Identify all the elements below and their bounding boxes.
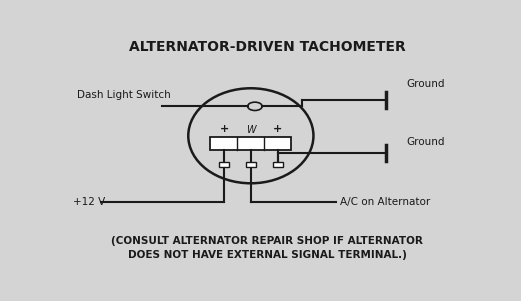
Text: +: + [273, 124, 282, 134]
Text: Dash Light Switch: Dash Light Switch [77, 90, 171, 100]
Text: A/C on Alternator: A/C on Alternator [340, 197, 430, 207]
Text: Ground: Ground [406, 79, 445, 88]
Text: ALTERNATOR-DRIVEN TACHOMETER: ALTERNATOR-DRIVEN TACHOMETER [129, 39, 405, 54]
Text: (CONSULT ALTERNATOR REPAIR SHOP IF ALTERNATOR: (CONSULT ALTERNATOR REPAIR SHOP IF ALTER… [111, 236, 423, 246]
Text: +12 V: +12 V [73, 197, 105, 207]
Bar [210, 137, 291, 150]
Text: W: W [246, 125, 256, 135]
Text: +: + [219, 124, 229, 134]
Bar [219, 162, 229, 167]
Text: Ground: Ground [406, 137, 445, 147]
Text: DOES NOT HAVE EXTERNAL SIGNAL TERMINAL.): DOES NOT HAVE EXTERNAL SIGNAL TERMINAL.) [128, 250, 406, 260]
Bar [273, 162, 282, 167]
Bar [246, 162, 256, 167]
